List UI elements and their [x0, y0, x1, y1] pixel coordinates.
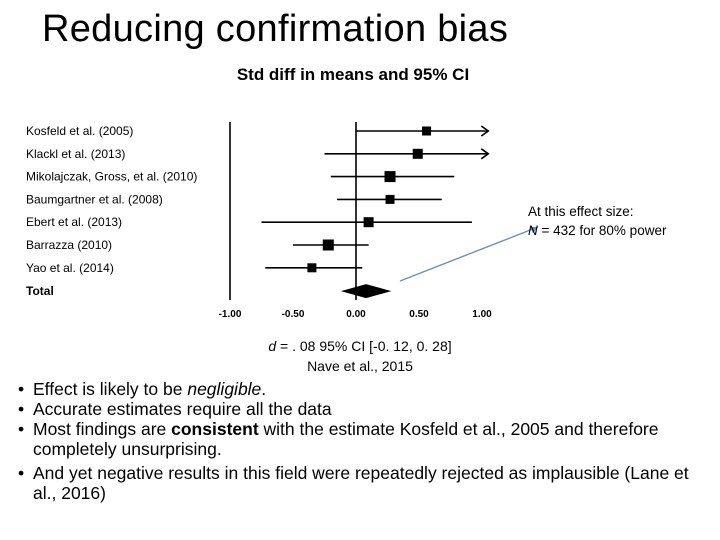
caption-estimate-text: = . 08 95% CI [-0. 12, 0. 28]: [276, 338, 452, 354]
pointer-line: [399, 226, 539, 282]
chart-title: Std diff in means and 95% CI: [237, 65, 469, 84]
bullet-list: • Effect is likely to be negligible. • Acc…: [18, 379, 708, 503]
bullet-strong: consistent: [171, 419, 259, 439]
slide-title: Reducing confirmation bias: [42, 8, 509, 50]
bullet-text: .: [261, 379, 267, 399]
bullet-dot: •: [18, 419, 25, 439]
point-estimate: [322, 239, 334, 251]
bullet-text: Effect is likely to be: [33, 379, 188, 399]
bullet-text: Most findings are: [33, 419, 172, 439]
point-estimate: [385, 194, 395, 204]
study-label: Barrazza (2010): [26, 238, 112, 252]
bullet-item: • Accurate estimates require all the data: [18, 399, 708, 419]
point-estimate: [422, 126, 432, 136]
caption-source: Nave et al., 2015: [307, 358, 413, 374]
study-label: Kosfeld et al. (2005): [26, 124, 133, 138]
bullet-text: with the estimate Kosfeld et al., 2005 a…: [33, 419, 659, 459]
bullet-text: And yet negative results in this field w…: [33, 463, 689, 503]
meta-analysis-caption: d = . 08 95% CI [-0. 12, 0. 28] Nave et …: [230, 336, 490, 376]
d-symbol: d: [268, 338, 277, 354]
forest-plot: Std diff in means and 95% CI Kosfeld et …: [26, 65, 539, 320]
x-tick-label: 0.50: [409, 309, 429, 320]
caption-estimate: d = . 08 95% CI [-0. 12, 0. 28]: [230, 336, 490, 356]
point-estimate: [412, 148, 423, 159]
total-diamond: [340, 284, 392, 299]
power-text: = 432 for 80% power: [537, 223, 667, 238]
bullet-dot: •: [18, 379, 25, 399]
pointer-arrowhead: [530, 227, 538, 233]
study-label: Ebert et al. (2013): [26, 215, 122, 229]
bullet-item: • Most findings are consistent with the e…: [18, 419, 708, 459]
point-estimate: [384, 171, 396, 183]
bullet-text: Accurate estimates require all the data: [33, 399, 332, 419]
x-tick-label: 0.00: [346, 309, 366, 320]
point-estimate: [307, 263, 317, 273]
bullet-emphasis: negligible: [187, 379, 262, 399]
total-label: Total: [26, 284, 54, 298]
n-symbol: N: [528, 223, 538, 238]
ci-arrow: [480, 148, 490, 160]
study-label: Baumgartner et al. (2008): [26, 192, 163, 206]
effect-size-note-line2: N = 432 for 80% power: [528, 221, 718, 240]
study-label: Yao et al. (2014): [26, 261, 114, 275]
point-estimate: [363, 217, 374, 228]
bullet-dot: •: [18, 399, 25, 419]
x-tick-label: -0.50: [282, 309, 305, 320]
x-tick-label: 1.00: [472, 309, 492, 320]
study-label: Mikolajczak, Gross, et al. (2010): [26, 170, 197, 184]
x-tick-label: -1.00: [219, 309, 242, 320]
effect-size-note: At this effect size: N = 432 for 80% pow…: [528, 202, 718, 240]
study-label: Klackl et al. (2013): [26, 147, 125, 161]
effect-size-note-line1: At this effect size:: [528, 204, 634, 219]
bullet-dot: •: [18, 463, 25, 483]
bullet-item: • And yet negative results in this field …: [18, 463, 708, 503]
bullet-item: • Effect is likely to be negligible.: [18, 379, 708, 399]
ci-arrow: [480, 125, 490, 137]
